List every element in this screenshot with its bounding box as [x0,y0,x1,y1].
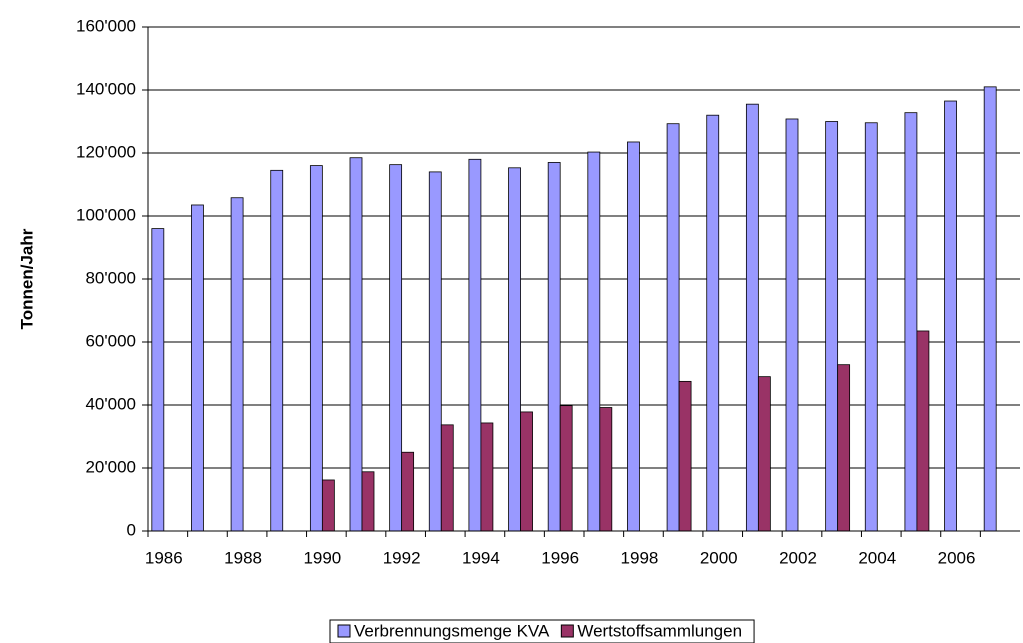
bar [916,330,930,532]
y-tick-label: 80'000 [85,268,136,287]
bar [151,228,165,532]
bar [983,86,997,532]
bar [309,165,323,532]
bar [321,479,335,532]
legend-swatch [560,624,574,638]
bar [468,158,482,532]
bar [389,164,403,532]
y-axis-title: Tonnen/Jahr [17,228,36,329]
bar [837,364,851,532]
bar [440,424,454,532]
legend-label: Wertstoffsammlungen [577,621,742,640]
y-tick-label: 100'000 [76,205,136,224]
x-tick-label: 1990 [303,548,341,567]
bar [745,103,759,532]
bar [270,169,284,532]
bar [428,171,442,532]
x-tick-label: 2000 [700,548,738,567]
bar [706,114,720,532]
y-tick-label: 20'000 [85,457,136,476]
bar [191,204,204,532]
bar [599,407,613,532]
bar [401,451,415,532]
x-tick-label: 1994 [462,548,500,567]
x-tick-label: 1996 [541,548,579,567]
bar [587,151,601,532]
bar [547,162,561,532]
bar [757,376,771,532]
y-tick-label: 60'000 [85,331,136,350]
x-tick-label: 2006 [938,548,976,567]
y-tick-label: 140'000 [76,79,136,98]
x-tick-label: 1986 [145,548,183,567]
bar [864,122,878,532]
bar [349,157,363,532]
x-tick-label: 2002 [779,548,817,567]
x-tick-label: 1988 [224,548,262,567]
bar [904,112,918,532]
bar [508,167,521,532]
bar [480,422,494,532]
y-tick-label: 120'000 [76,142,136,161]
bar [520,411,533,532]
bar [944,100,957,532]
y-tick-label: 0 [127,520,136,539]
bar [678,380,692,532]
bar [361,471,375,532]
x-tick-label: 1998 [621,548,659,567]
bar [666,123,680,532]
bar [559,405,573,532]
x-tick-label: 2004 [858,548,896,567]
bar [825,121,839,532]
x-tick-label: 1992 [383,548,421,567]
bar [230,197,244,532]
legend-label: Verbrennungsmenge KVA [354,621,550,640]
legend-swatch [337,624,351,638]
bar [785,118,799,532]
legend-box [329,619,755,643]
y-tick-label: 160'000 [76,16,136,35]
y-tick-label: 40'000 [85,394,136,413]
bar [627,141,640,532]
